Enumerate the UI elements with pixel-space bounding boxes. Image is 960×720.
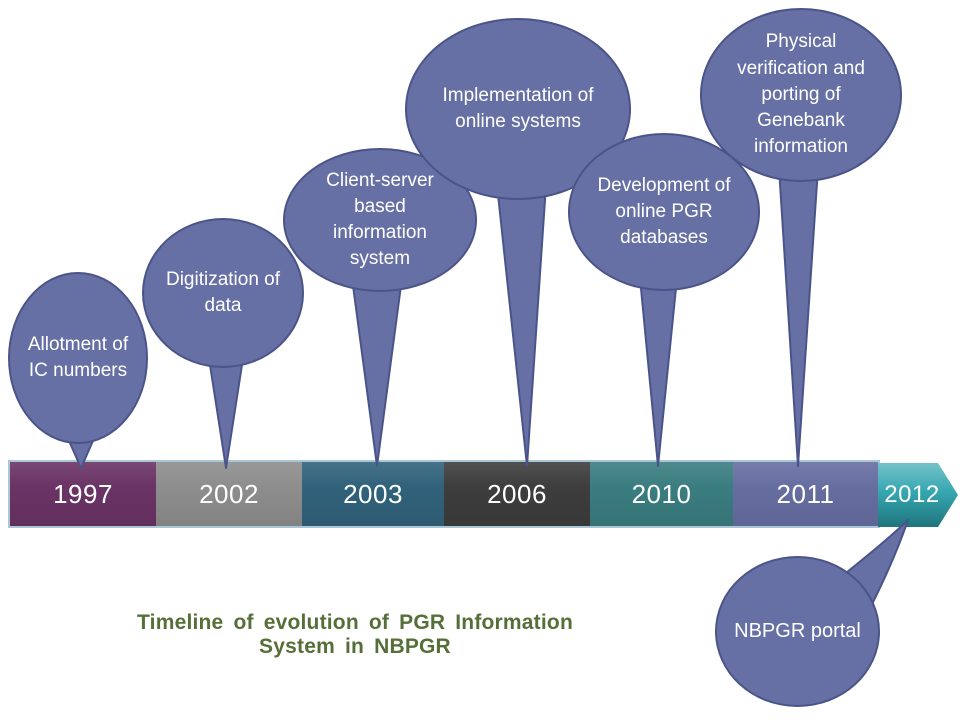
timeline-arrow-2012: 2012 bbox=[878, 463, 958, 527]
year-label-2011: 2011 bbox=[776, 478, 835, 509]
balloon-label-2003: Client-server based information system bbox=[326, 169, 434, 270]
balloon-label-2002: Digitization of data bbox=[165, 268, 281, 316]
balloon-tail-2011 bbox=[778, 167, 819, 467]
balloon-1997: Allotment of IC numbers bbox=[8, 272, 148, 444]
timeline-segment-2011: 2011 bbox=[733, 462, 878, 526]
year-label-1997: 1997 bbox=[53, 478, 113, 509]
year-label-2010: 2010 bbox=[631, 478, 692, 509]
balloon-label-2011: Physical verification and porting of Gen… bbox=[737, 31, 865, 158]
balloon-2010: Development of online PGR databases bbox=[568, 133, 760, 291]
timeline-segment-2003: 2003 bbox=[302, 462, 444, 526]
year-label-2012: 2012 bbox=[884, 481, 940, 508]
timeline-segment-2006: 2006 bbox=[444, 462, 590, 526]
balloon-label-1997: Allotment of IC numbers bbox=[27, 333, 129, 381]
balloon-tail-2003 bbox=[351, 277, 403, 467]
year-label-2002: 2002 bbox=[199, 478, 259, 509]
balloon-2012-portal: NBPGR portal bbox=[715, 556, 880, 707]
balloon-tail-2006 bbox=[496, 184, 547, 467]
year-label-2003: 2003 bbox=[343, 478, 403, 509]
timeline-bar: 1997 2002 2003 2006 2010 2011 bbox=[8, 460, 880, 528]
diagram-caption: Timeline of evolution of PGR Information… bbox=[137, 611, 573, 658]
balloon-label-2012-portal: NBPGR portal bbox=[734, 619, 861, 642]
balloon-tail-2002 bbox=[207, 351, 245, 469]
balloon-2002: Digitization of data bbox=[142, 218, 304, 368]
timeline-segment-2002: 2002 bbox=[156, 462, 302, 526]
balloon-tail-2010 bbox=[639, 277, 678, 467]
balloon-label-2006: Implementation of online systems bbox=[442, 84, 594, 132]
year-label-2006: 2006 bbox=[487, 478, 547, 509]
balloon-2011: Physical verification and porting of Gen… bbox=[700, 8, 902, 182]
timeline-segment-1997: 1997 bbox=[10, 462, 156, 526]
timeline-segment-2010: 2010 bbox=[590, 462, 733, 526]
balloon-label-2010: Development of online PGR databases bbox=[597, 174, 731, 249]
